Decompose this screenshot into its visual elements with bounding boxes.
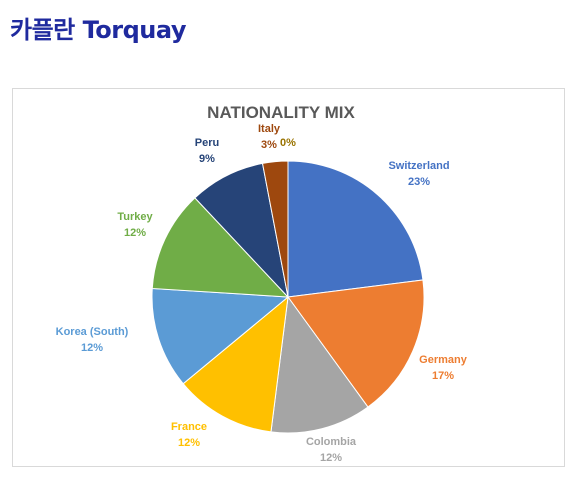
pie-slice-switzerland: [287, 160, 424, 298]
pie-slice-france: [182, 295, 289, 433]
chart-frame: NATIONALITY MIX Switzerland 23% Germany 17%…: [12, 88, 565, 467]
slice-value-korea-south: 12%: [81, 342, 103, 354]
slice-value-peru: 9%: [199, 153, 215, 165]
slice-label-switzerland: Switzerland: [388, 160, 449, 172]
pie-chart: NATIONALITY MIX Switzerland 23% Germany 17%…: [56, 103, 468, 464]
slice-label-germany: Germany: [419, 354, 468, 366]
slice-value-germany: 17%: [432, 370, 454, 382]
slice-labels: Switzerland 23% Germany 17% Colombia 12% Franc…: [56, 123, 468, 464]
pie-slices: [151, 160, 425, 434]
slice-label-turkey: Turkey: [117, 211, 153, 223]
slice-label-peru: Peru: [195, 137, 219, 149]
slice-value-france: 12%: [178, 437, 200, 449]
slice-label-italy: Italy: [258, 123, 281, 135]
slice-value-switzerland: 23%: [408, 176, 430, 188]
slice-label-france: France: [171, 421, 207, 433]
pie-slice-korea-south: [151, 287, 290, 385]
slice-label-colombia: Colombia: [306, 436, 357, 448]
pie-slice-turkey: [151, 197, 290, 298]
slice-value-italy: 3%: [261, 139, 277, 151]
slice-value-unnamed: 0%: [280, 137, 296, 149]
slice-value-colombia: 12%: [320, 452, 342, 464]
pie-slice-germany: [287, 279, 425, 408]
chart-title: NATIONALITY MIX: [207, 103, 355, 122]
slice-value-turkey: 12%: [124, 227, 146, 239]
pie-slice-colombia: [270, 295, 369, 434]
slice-label-korea-south: Korea (South): [56, 326, 129, 338]
page-heading: 카플란 Torquay: [10, 16, 186, 44]
pie-slice-italy: [261, 160, 289, 298]
